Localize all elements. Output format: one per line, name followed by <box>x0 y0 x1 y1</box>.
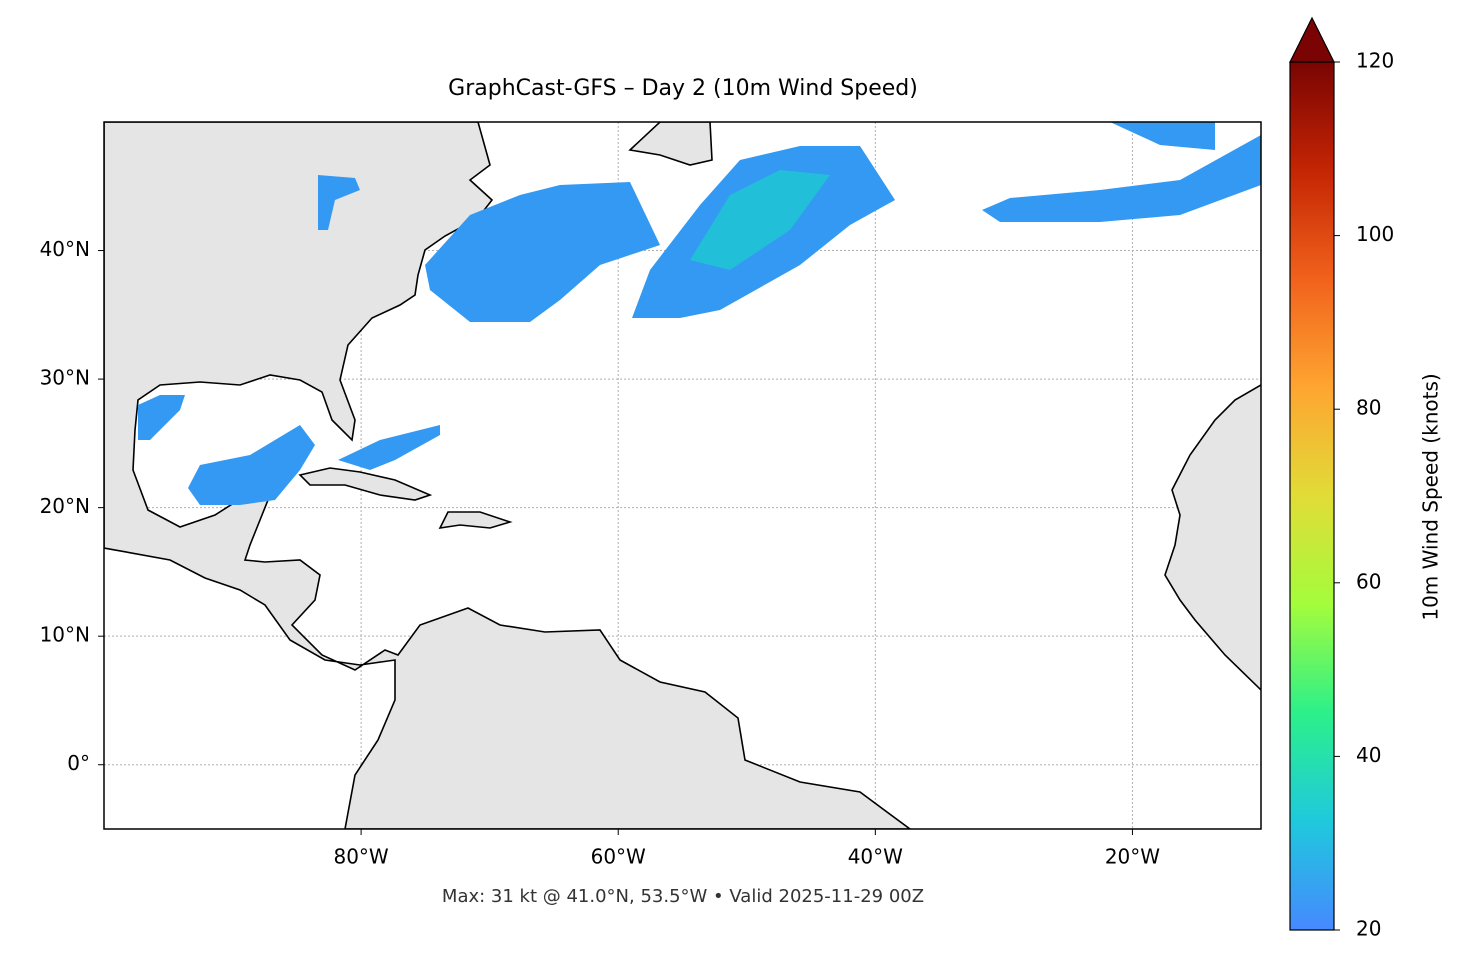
wind-region <box>138 395 185 440</box>
wind-region <box>318 175 360 230</box>
x-tick-label: 40°W <box>848 845 903 869</box>
colorbar-frame <box>1289 61 1335 931</box>
map-layer <box>104 122 1261 829</box>
plot-frame <box>103 121 1262 830</box>
colorbar-tick-label: 60 <box>1356 569 1381 593</box>
annotation: Max: 31 kt @ 41.0°N, 53.5°W • Valid 2025… <box>442 886 924 907</box>
x-tick-label: 20°W <box>1105 845 1160 869</box>
x-tick-label: 60°W <box>591 845 646 869</box>
wind-core <box>690 170 830 270</box>
y-tick-label: 30°N <box>40 366 90 390</box>
colorbar-tick-label: 80 <box>1356 396 1381 420</box>
wind-region <box>1110 122 1215 150</box>
colorbar-label: 10m Wind Speed (knots) <box>1419 373 1443 620</box>
y-tick-label: 10°N <box>40 623 90 647</box>
colorbar-tick-label: 40 <box>1356 743 1381 767</box>
colorbar-tick-label: 120 <box>1356 49 1394 73</box>
africa <box>1164 384 1261 691</box>
colorbar: 20 40 60 80 100 120 <box>1289 16 1394 941</box>
greenland-newfoundland <box>628 122 713 166</box>
colorbar-fill <box>1290 62 1334 930</box>
colorbar-extend <box>1289 16 1335 63</box>
wind-region <box>188 425 315 505</box>
americas <box>104 122 912 829</box>
wind-region <box>338 425 440 470</box>
colorbar-tick-label: 100 <box>1356 222 1394 246</box>
y-tick-label: 0° <box>67 751 90 775</box>
colorbar-tick-label: 20 <box>1356 917 1381 941</box>
y-tick-label: 40°N <box>40 237 90 261</box>
cuba <box>298 467 433 501</box>
wind-region <box>425 182 660 322</box>
hispaniola <box>438 511 513 530</box>
y-tick-label: 20°N <box>40 494 90 518</box>
wind-region <box>982 135 1261 222</box>
x-tick-label: 80°W <box>333 845 388 869</box>
chart-title: GraphCast-GFS – Day 2 (10m Wind Speed) <box>448 76 918 101</box>
